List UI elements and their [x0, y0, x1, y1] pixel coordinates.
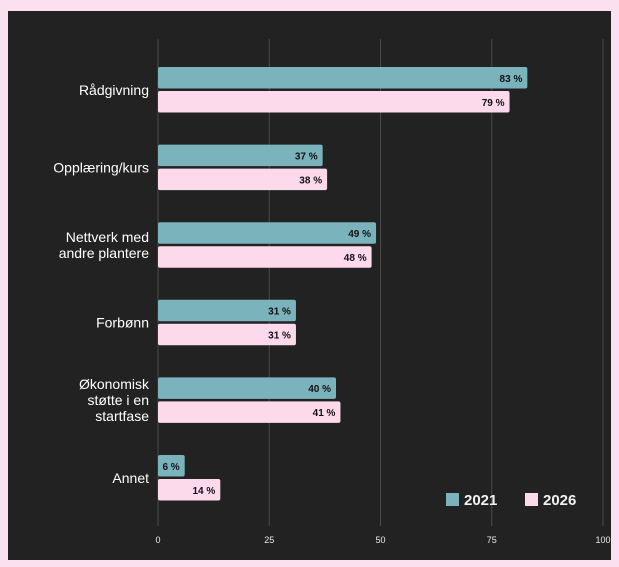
- bar: [158, 67, 528, 89]
- data-label: 49 %: [348, 229, 371, 240]
- chart-frame: 0 25 50 75 100 83 % 79 % 37 % 38 % 49 % 48 % 31 % 3…: [8, 11, 611, 560]
- category-label: støtte i en: [88, 392, 149, 408]
- category-label: Forbønn: [96, 315, 149, 331]
- data-label: 37 %: [295, 151, 318, 162]
- x-tick-label: 100: [595, 535, 610, 545]
- bar: [158, 168, 328, 191]
- x-axis-ticks: 0 25 50 75 100: [155, 535, 610, 545]
- data-label: 31 %: [268, 331, 291, 342]
- x-tick-label: 0: [155, 535, 160, 545]
- data-label: 40 %: [308, 384, 331, 395]
- data-label: 6 %: [162, 462, 179, 473]
- x-tick-label: 50: [375, 535, 385, 545]
- bar: [158, 222, 377, 244]
- legend-label-2021: 2021: [464, 492, 497, 509]
- gridlines: [157, 39, 604, 526]
- x-tick-label: 25: [264, 535, 274, 545]
- legend: 2021 2026: [446, 492, 576, 509]
- data-label: 31 %: [268, 307, 291, 318]
- data-label: 48 %: [344, 253, 367, 264]
- bar: [158, 323, 296, 346]
- category-label: startfase: [95, 408, 149, 424]
- bar: [158, 401, 341, 423]
- bar-chart: 0 25 50 75 100 83 % 79 % 37 % 38 % 49 % 48 % 31 % 3…: [53, 39, 611, 545]
- bar: [158, 377, 336, 399]
- bar: [158, 299, 296, 322]
- legend-swatch-2026: [525, 493, 538, 506]
- category-labels: Rådgivning Opplæring/kurs Nettverk medandr…: [53, 82, 150, 486]
- category-label: andre plantere: [59, 245, 150, 261]
- x-tick-label: 75: [487, 535, 497, 545]
- bar: [158, 246, 372, 268]
- category-label: Økonomisk: [79, 376, 150, 392]
- category-label: Annet: [112, 470, 149, 486]
- data-label: 14 %: [193, 486, 216, 497]
- category-label: Opplæring/kurs: [53, 159, 149, 175]
- category-label: Nettverk med: [66, 229, 149, 245]
- bar: [158, 479, 221, 501]
- data-label: 83 %: [500, 74, 523, 85]
- bar: [158, 455, 185, 477]
- legend-swatch-2021: [446, 493, 459, 506]
- data-label: 41 %: [313, 408, 336, 419]
- bars: 83 % 79 % 37 % 38 % 49 % 48 % 31 % 31 % 40 % 41 %…: [158, 67, 528, 501]
- category-label: Rådgivning: [79, 82, 149, 98]
- legend-label-2026: 2026: [543, 492, 576, 509]
- bar: [158, 144, 323, 167]
- data-label: 38 %: [299, 175, 322, 186]
- data-label: 79 %: [482, 98, 505, 109]
- bar: [158, 91, 510, 113]
